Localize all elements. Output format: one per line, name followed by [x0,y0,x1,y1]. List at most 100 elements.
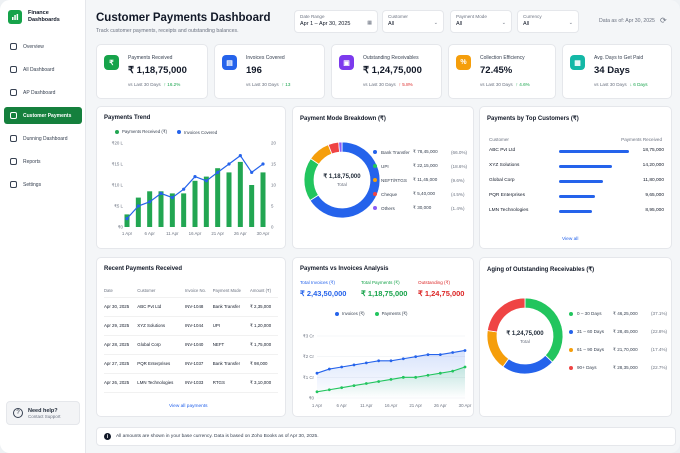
point-invoices[interactable] [377,359,381,363]
point-payments[interactable] [352,384,356,387]
gear-icon [10,181,17,188]
table-row[interactable]: Apr 29, 2025 XYZ Solutions INV-1044 UPI ₹ 1,… [104,316,278,336]
point-payments[interactable] [327,388,331,392]
aging-slice[interactable] [502,354,554,375]
table-row[interactable]: Apr 30, 2025 ABC Pvt Ltd INV-1048 Bank Tran… [104,297,278,317]
customer-row[interactable]: XYZ Solutions 14,20,000 [489,163,664,171]
point-payments[interactable] [389,378,393,381]
point-invoices[interactable] [389,359,393,363]
table-row[interactable]: Apr 27, 2025 PQR Enterprises INV-1037 Bank … [104,354,278,374]
point-invoices[interactable] [364,361,368,365]
point-payments[interactable] [451,369,455,373]
sidebar-item-customer-payments[interactable]: Customer Payments [4,107,82,124]
sidebar-item-dunning-dashboard[interactable]: Dunning Dashboard [4,130,82,147]
point-invoices[interactable] [327,367,331,371]
point-payments[interactable] [438,371,442,375]
legend-label: Invoices (₹) [342,311,365,316]
customer-row[interactable]: Global Corp 11,80,000 [489,178,664,186]
aging-slice[interactable] [486,297,526,333]
sidebar-item-overview[interactable]: Overview [4,38,82,55]
brand[interactable]: Finance Dashboards [8,10,78,24]
customer-row[interactable]: LMN Technologies 8,95,000 [489,208,664,216]
point-invoices[interactable] [426,353,430,356]
customer-name: ABC Pvt Ltd [489,148,516,153]
table-cell: ABC Pvt Ltd [137,297,186,317]
bar-payments-received[interactable] [147,191,153,227]
point-invoices-covered[interactable] [148,200,152,204]
kpi-card: ▤ Invoices Covered 196 vs Last 30 Days ↑ 13 [214,44,325,99]
filter-value: All [523,21,530,27]
customer-bar [559,165,612,168]
point-invoices-covered[interactable] [227,162,231,166]
table-row[interactable]: Apr 26, 2025 LMN Technologies INV-1033 RTGS… [104,373,278,393]
customer-row[interactable]: PQR Enterprises 9,65,000 [489,193,664,201]
point-invoices-covered[interactable] [136,204,140,208]
bar-payments-received[interactable] [192,180,198,227]
point-payments[interactable] [414,375,418,379]
payment-mode-filter[interactable]: Payment Mode All ⌄ [450,10,512,33]
point-invoices[interactable] [451,351,455,354]
point-invoices-covered[interactable] [182,187,186,191]
point-payments[interactable] [315,390,319,394]
point-invoices[interactable] [414,355,418,359]
bar-payments-received[interactable] [158,191,164,227]
point-invoices[interactable] [352,363,356,367]
point-invoices[interactable] [401,357,405,361]
payment-mode-slice[interactable] [338,141,343,153]
point-invoices-covered[interactable] [125,217,129,221]
bar-payments-received[interactable] [249,185,255,227]
point-invoices-covered[interactable] [193,175,197,179]
date-range-filter[interactable]: Date Range Apr 1 – Apr 30, 2025 ▦ [294,10,378,33]
legend-swatch [373,150,377,154]
point-invoices-covered[interactable] [250,170,254,174]
point-invoices[interactable] [463,349,467,352]
table-row[interactable]: Apr 28, 2025 Global Corp INV-1040 NEFT ₹ 1,7… [104,335,278,355]
bar-payments-received[interactable] [215,168,221,227]
sidebar-item-ap-dashboard[interactable]: AP Dashboard [4,84,82,101]
point-payments[interactable] [340,386,344,390]
bar-payments-received[interactable] [260,172,266,227]
column-header-amount: Payments Received [621,137,662,142]
table-cell: Bank Transfer [212,354,251,374]
x-axis-tick-label: 6 Apr [145,231,156,236]
legend-label: NEFT/RTGS [381,177,407,183]
help-subtitle[interactable]: Contact Support [28,413,61,419]
point-invoices[interactable] [315,371,319,375]
customer-filter[interactable]: Customer All ⌄ [382,10,444,33]
point-invoices[interactable] [438,353,442,356]
point-payments[interactable] [463,365,467,369]
currency-filter[interactable]: Currency All ⌄ [517,10,579,33]
view-all-payments-link[interactable]: View all payments [169,404,208,409]
sidebar-item-settings[interactable]: Settings [4,176,82,193]
refresh-icon[interactable]: ⟳ [660,16,667,25]
point-invoices-covered[interactable] [159,191,163,195]
bar-payments-received[interactable] [203,176,209,227]
customer-row[interactable]: ABC Pvt Ltd 18,75,000 [489,148,664,156]
x-axis-tick-label: 1 Apr [312,403,323,408]
legend-percent: (22.7%) [651,365,668,370]
bar-payments-received[interactable] [237,161,243,227]
point-invoices-covered[interactable] [261,162,265,166]
bar-payments-received[interactable] [181,193,187,227]
point-invoices[interactable] [340,365,344,369]
point-payments[interactable] [377,380,381,383]
card-title: Payments vs Invoices Analysis [300,266,389,272]
bar-payments-received[interactable] [124,214,130,227]
bar-payments-received[interactable] [135,197,141,227]
help-box[interactable]: ? Need help? Contact Support [6,401,80,425]
point-payments[interactable] [401,375,405,379]
bar-payments-received[interactable] [226,172,232,227]
brand-name: Finance Dashboards [28,10,60,23]
point-invoices-covered[interactable] [238,154,242,158]
view-all-customers-link[interactable]: View all [562,237,579,242]
sidebar-item-reports[interactable]: Reports [4,153,82,170]
point-invoices-covered[interactable] [216,170,220,174]
bar-payments-received[interactable] [169,193,175,227]
point-invoices-covered[interactable] [170,196,174,200]
sidebar-item-all-dashboard[interactable]: All Dashboard [4,61,82,78]
point-payments[interactable] [364,382,368,385]
legend-amount: ₹ 21,70,000 [613,347,638,352]
legend-label: 31 – 60 Days [577,329,605,334]
point-invoices-covered[interactable] [204,179,208,183]
point-payments[interactable] [426,373,430,377]
